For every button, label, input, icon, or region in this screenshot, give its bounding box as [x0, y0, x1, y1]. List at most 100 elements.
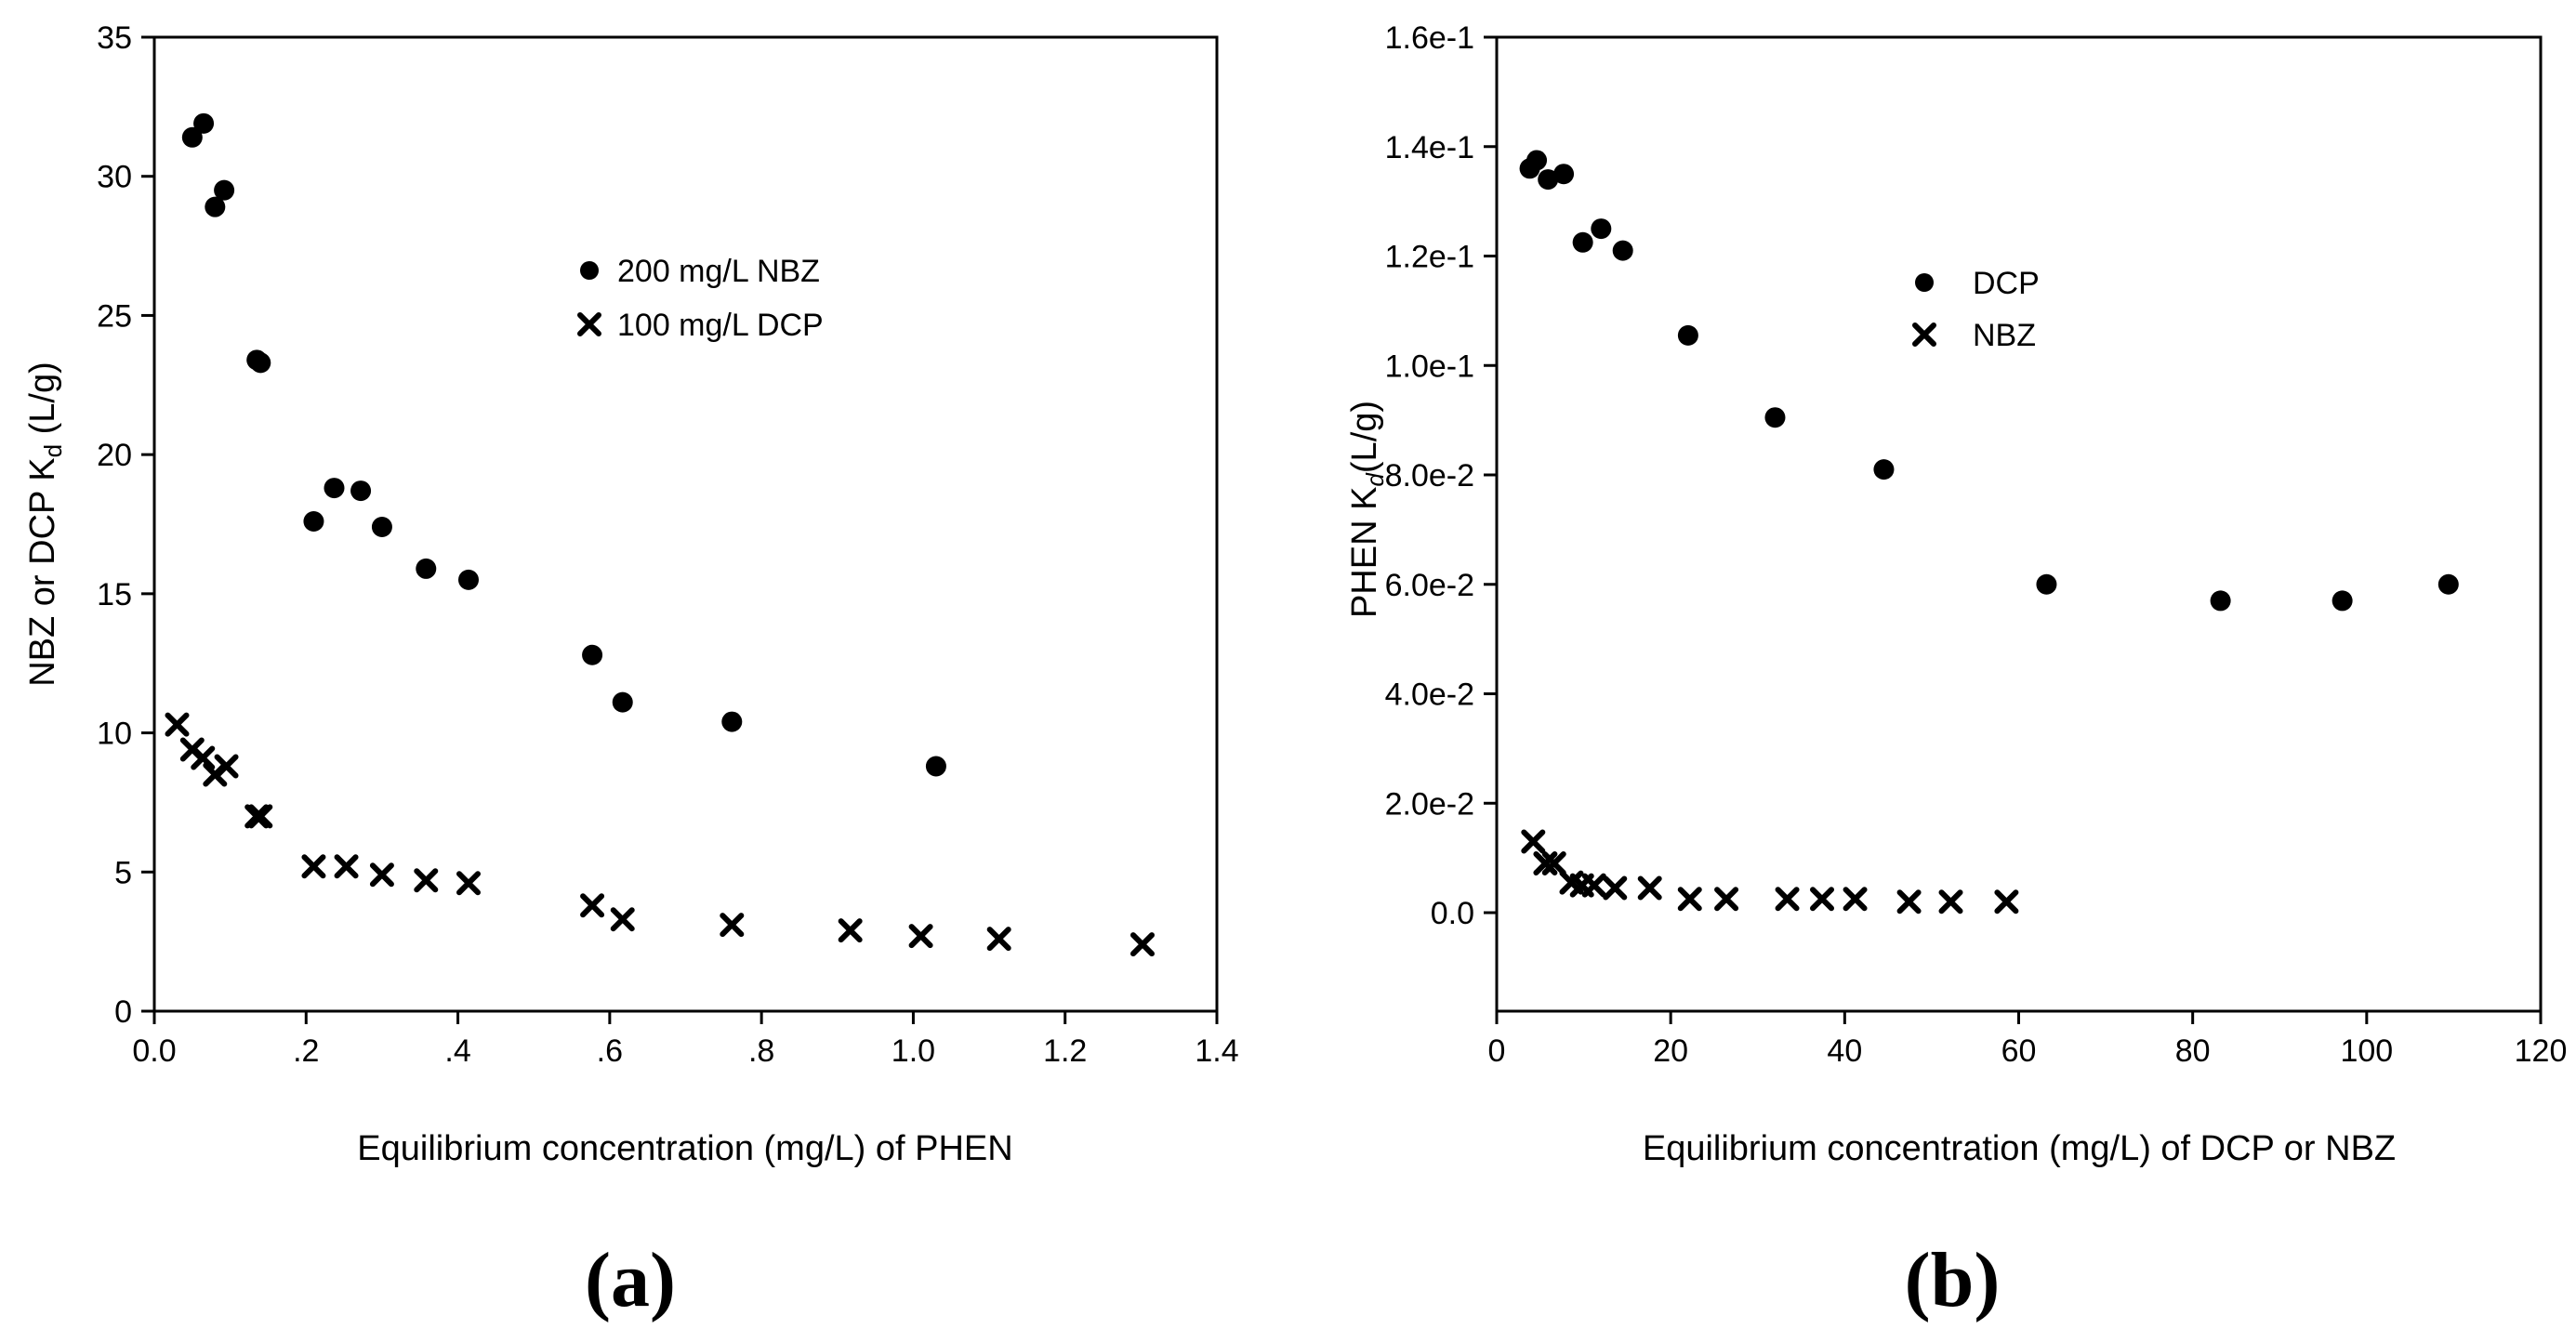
x-tick-label: 120 [2515, 1033, 2568, 1069]
chart-panel-b: 0 20 40 60 80 100 120 0.0 2.0e-2 4.0e-2 6.0e-2 8.0e… [1345, 20, 2567, 1323]
data-point-series-1 [925, 756, 946, 777]
data-point-series-1 [193, 112, 215, 134]
x-tick-label: .2 [293, 1033, 319, 1069]
x-axis-title: Equilibrium concentration (mg/L) of DCP … [1643, 1129, 2396, 1168]
data-point-series-2 [1637, 875, 1662, 901]
data-point-series-2 [301, 854, 326, 879]
data-point-series-1 [350, 480, 372, 502]
data-point-series-2 [1714, 887, 1739, 912]
panel-label-a: (a) [585, 1237, 676, 1323]
data-point-series-2 [191, 745, 216, 770]
x-axis-title: Equilibrium concentration (mg/L) of PHEN [357, 1129, 1012, 1168]
data-point-series-2 [369, 862, 394, 888]
x-tick-label: 1.4 [1195, 1033, 1238, 1069]
legend-label-series-2: NBZ [1973, 318, 2036, 353]
y-axis-title-main: PHEN K [1345, 487, 1384, 618]
data-point-series-1 [1591, 218, 1612, 240]
y-axis-title-subscript: d [1361, 472, 1389, 487]
data-point-series-2 [1994, 889, 2019, 915]
x-tick-label: 1.2 [1043, 1033, 1087, 1069]
y-axis-title: NBZ or DCP Kd (L/g) [23, 362, 67, 687]
x-tick-label: 100 [2340, 1033, 2393, 1069]
data-point-series-1 [1873, 459, 1895, 480]
legend: DCP NBZ [1912, 266, 2040, 353]
data-point-series-1 [1538, 169, 1559, 191]
data-point-series-2 [1843, 887, 1868, 912]
y-tick-label: 2.0e-2 [1385, 786, 1474, 822]
data-point-series-1 [205, 196, 226, 217]
data-point-series-1 [371, 516, 392, 537]
data-point-series-1 [582, 644, 603, 665]
data-point-series-1 [1526, 150, 1548, 171]
x-tick-label: .4 [444, 1033, 470, 1069]
legend: 200 mg/L NBZ 100 mg/L DCP [577, 254, 824, 343]
y-tick-label: 1.2e-1 [1385, 240, 1474, 275]
data-point-series-1 [1764, 407, 1786, 428]
data-point-series-2 [1677, 887, 1702, 912]
data-point-series-1 [250, 352, 271, 374]
data-point-series-1 [181, 126, 203, 148]
data-point-series-2 [986, 927, 1011, 952]
data-point-series-1 [2332, 590, 2353, 612]
data-point-series-1 [1612, 240, 1633, 261]
legend-label-series-1: 200 mg/L NBZ [617, 254, 820, 289]
y-tick-label: 20 [97, 438, 132, 473]
x-tick-label: 0.0 [132, 1033, 176, 1069]
data-point-series-2 [334, 854, 359, 879]
y-tick-label: 25 [97, 298, 132, 334]
y-axis-title-subscript: d [39, 444, 67, 457]
data-point-series-1 [1572, 231, 1593, 253]
data-point-series-2 [1896, 889, 1922, 915]
data-point-series-2 [214, 754, 239, 779]
y-tick-label: 35 [97, 20, 132, 56]
x-tick-label: 60 [2001, 1033, 2037, 1069]
data-point-series-1 [2036, 573, 2057, 595]
data-point-series-1 [1677, 324, 1698, 346]
y-tick-label: 0.0 [1431, 896, 1474, 931]
y-tick-label: 4.0e-2 [1385, 678, 1474, 713]
x-tick-label: 1.0 [892, 1033, 935, 1069]
y-tick-label: 5 [114, 855, 132, 890]
y-tick-label: 15 [97, 577, 132, 612]
data-point-series-2 [414, 868, 439, 893]
data-point-series-2 [1541, 851, 1566, 876]
y-tick-label: 6.0e-2 [1385, 568, 1474, 603]
x-tick-label: 0 [1488, 1033, 1506, 1069]
legend-marker-x [577, 312, 601, 336]
legend-marker-x [1912, 322, 1936, 347]
data-point-series-2 [1521, 829, 1546, 854]
legend-marker-circle [580, 261, 599, 280]
y-tick-label: 1.4e-1 [1385, 130, 1474, 165]
data-point-series-2 [1581, 873, 1606, 898]
data-point-series-1 [214, 179, 235, 201]
data-point-series-1 [324, 478, 345, 499]
data-point-series-2 [720, 913, 745, 938]
legend-label-series-1: DCP [1973, 266, 2040, 301]
y-tick-label: 1.6e-1 [1385, 20, 1474, 56]
data-point-series-2 [1775, 887, 1800, 912]
y-axis-title: PHEN Kd(L/g) [1345, 401, 1389, 618]
x-tick-label: .8 [748, 1033, 774, 1069]
data-point-series-1 [458, 569, 480, 590]
panel-label-b: (b) [1905, 1237, 2001, 1323]
legend-marker-circle [1915, 273, 1934, 292]
data-point-series-2 [908, 924, 933, 949]
x-tick-label: .6 [597, 1033, 623, 1069]
data-point-series-2 [1938, 889, 1963, 915]
data-point-series-1 [1553, 164, 1575, 185]
data-point-series-2 [248, 804, 273, 829]
x-tick-label: 40 [1827, 1033, 1862, 1069]
data-point-series-2 [580, 893, 605, 918]
y-tick-label: 10 [97, 717, 132, 752]
data-point-series-2 [456, 871, 482, 896]
y-axis-title-unit: (L/g) [1345, 401, 1384, 473]
data-point-series-2 [838, 918, 863, 943]
y-axis-title-unit: (L/g) [23, 362, 62, 444]
y-tick-label: 0 [114, 994, 132, 1030]
plot-frame [152, 35, 1219, 1013]
legend-label-series-2: 100 mg/L DCP [617, 308, 824, 343]
data-point-series-2 [1810, 887, 1834, 912]
x-tick-label: 20 [1653, 1033, 1688, 1069]
data-point-series-2 [165, 712, 190, 737]
